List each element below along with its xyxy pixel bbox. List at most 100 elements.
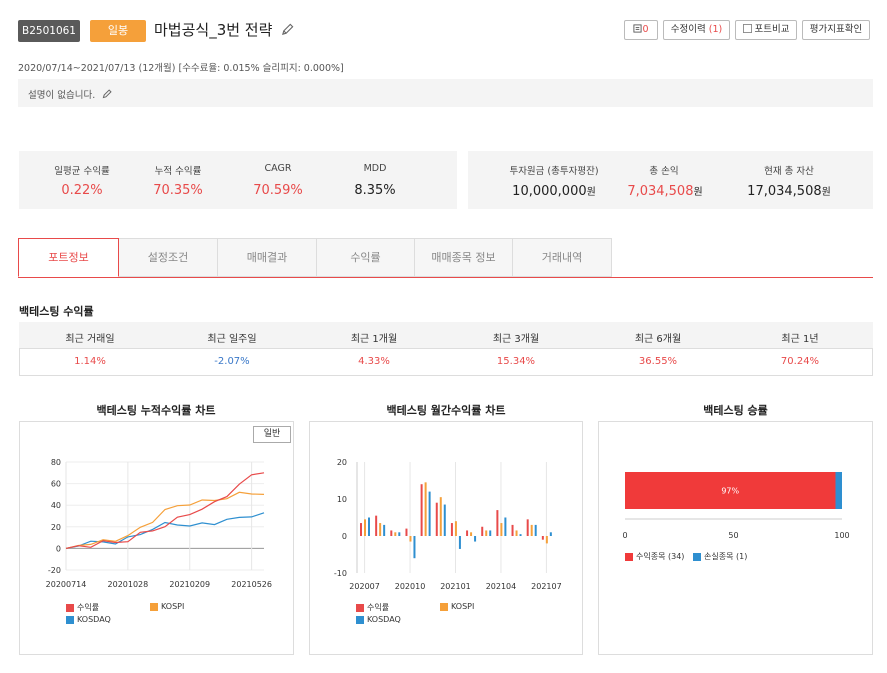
- legend-item-strategy[interactable]: 수익률: [66, 602, 99, 613]
- x-tick-label: 202010: [395, 582, 426, 591]
- x-tick-label: 202101: [440, 582, 471, 591]
- legend-item-kosdaq[interactable]: KOSDAQ: [356, 615, 401, 624]
- stat-value-mdd: 8.35%: [354, 183, 396, 198]
- monthly-bar: [405, 528, 408, 536]
- legend-swatch: [66, 615, 74, 624]
- cum-chart-panel: [19, 421, 294, 655]
- monthly-bar: [541, 536, 544, 540]
- compare-label: 포트비교: [754, 24, 790, 35]
- winrate-chart-panel: [598, 421, 873, 655]
- compare-portfolio-button[interactable]: 포트비교: [735, 20, 797, 40]
- monthly-bar: [500, 523, 503, 536]
- tab-stock-info[interactable]: 매매종목 정보: [414, 238, 513, 277]
- monthly-bar: [485, 530, 488, 536]
- monthly-bar: [530, 524, 533, 536]
- monthly-bar: [549, 532, 552, 536]
- monthly-bar: [504, 517, 507, 536]
- monthly-bar: [458, 536, 461, 549]
- stat-value-daily-avg: 0.22%: [61, 183, 103, 198]
- x-tick-label: 202107: [531, 582, 562, 591]
- legend-item-kospi[interactable]: KOSPI: [150, 602, 184, 611]
- x-tick-label: 50: [728, 531, 738, 540]
- legend-item-kosdaq[interactable]: KOSDAQ: [66, 615, 111, 624]
- monthly-bar: [450, 523, 453, 536]
- legend-item-strategy[interactable]: 수익률: [356, 602, 389, 613]
- winrate-chart-title: 백테스팅 승률: [703, 404, 768, 417]
- legend-swatch: [625, 552, 633, 561]
- x-tick-label: 202007: [349, 582, 380, 591]
- stat-value-cumulative: 70.35%: [153, 183, 203, 198]
- returns-header-cell: 최근 일주일: [207, 334, 257, 345]
- evaluate-metrics-button[interactable]: 평가지표확인: [802, 20, 870, 40]
- stat-label-daily-avg: 일평균 수익률: [54, 166, 110, 177]
- description: 설명이 없습니다.: [28, 87, 112, 101]
- x-tick-label: 20201028: [108, 580, 149, 589]
- monthly-bar: [511, 524, 514, 536]
- monthly-bar: [424, 482, 427, 536]
- pencil-icon[interactable]: [98, 89, 112, 101]
- monthly-bar: [545, 536, 548, 544]
- stat-label-total-asset: 현재 총 자산: [764, 166, 814, 177]
- y-tick-label: 0: [56, 544, 61, 553]
- returns-value-cell: 15.34%: [496, 356, 536, 367]
- tab-port-info[interactable]: 포트정보: [18, 238, 119, 277]
- checkbox-icon[interactable]: [742, 24, 752, 35]
- legend-swatch: [356, 603, 364, 612]
- monthly-bar: [398, 532, 401, 536]
- tab-trade-results[interactable]: 매매결과: [217, 238, 317, 277]
- tab-returns[interactable]: 수익률: [316, 238, 415, 277]
- returns-header-cell: 최근 1개월: [350, 334, 398, 345]
- monthly-bar: [489, 530, 492, 536]
- monthly-bar: [466, 530, 469, 536]
- monthly-bar: [526, 519, 529, 536]
- y-tick-label: 20: [337, 458, 347, 467]
- tab-transactions[interactable]: 거래내역: [512, 238, 612, 277]
- description-text: 설명이 없습니다.: [28, 90, 96, 101]
- returns-value-cell: 36.55%: [638, 356, 678, 367]
- monthly-bar: [496, 510, 499, 536]
- stat-label-cagr: CAGR: [264, 163, 292, 174]
- stat-value-cagr: 70.59%: [253, 183, 303, 198]
- description-box: [18, 79, 873, 107]
- chart-mode-button[interactable]: 일반: [253, 426, 291, 443]
- period-type-badge: 일봉: [90, 20, 146, 42]
- tab-settings[interactable]: 설정조건: [118, 238, 218, 277]
- series-line-kospi: [65, 491, 265, 549]
- legend-swatch: [66, 603, 74, 612]
- stat-value-principal: 10,000,000원: [512, 184, 596, 199]
- legend-item-kospi[interactable]: KOSPI: [440, 602, 474, 611]
- monthly-bar: [390, 530, 393, 536]
- legend-swatch: [440, 602, 448, 611]
- y-tick-label: 20: [51, 523, 61, 532]
- monthly-bar: [534, 524, 537, 536]
- monthly-bar: [409, 536, 412, 542]
- monthly-bar: [364, 519, 366, 536]
- stat-value-total-asset: 17,034,508원: [747, 184, 831, 199]
- y-tick-label: 80: [51, 458, 61, 467]
- monthly-bar: [379, 523, 382, 536]
- monthly-bar: [368, 517, 370, 536]
- returns-value-cell: 4.33%: [358, 356, 390, 367]
- monthly-bar: [519, 534, 522, 536]
- legend-item-profit[interactable]: 수익종목 (34): [625, 551, 684, 562]
- series-line-strategy: [65, 472, 265, 549]
- y-tick-label: 40: [51, 501, 61, 510]
- revision-history-button[interactable]: 수정이력 (1): [663, 20, 730, 40]
- returns-table-header: [19, 322, 873, 349]
- monthly-return-chart: -10 0 10 20 202007 202010 202101 202104 202107: [334, 458, 562, 591]
- x-tick-label: 0: [622, 531, 627, 540]
- x-tick-label: 202104: [486, 582, 517, 591]
- x-tick-label: 20200714: [46, 580, 87, 589]
- legend-item-loss[interactable]: 손실종목 (1): [693, 551, 747, 562]
- asset-summary: [468, 151, 873, 209]
- x-tick-label: 20210209: [169, 580, 210, 589]
- comments-button[interactable]: 0: [624, 20, 658, 40]
- returns-value-cell: -2.07%: [214, 356, 250, 367]
- returns-header-cell: 최근 거래일: [65, 334, 115, 345]
- backtest-period-info: 2020/07/14~2021/07/13 (12개월) [수수료율: 0.01…: [18, 63, 344, 74]
- revision-label: 수정이력: [670, 24, 706, 35]
- stat-label-total-pnl: 총 손익: [649, 166, 679, 177]
- pencil-icon[interactable]: [281, 19, 294, 43]
- win-bar: [625, 472, 836, 509]
- win-rate-label: 97%: [721, 487, 739, 496]
